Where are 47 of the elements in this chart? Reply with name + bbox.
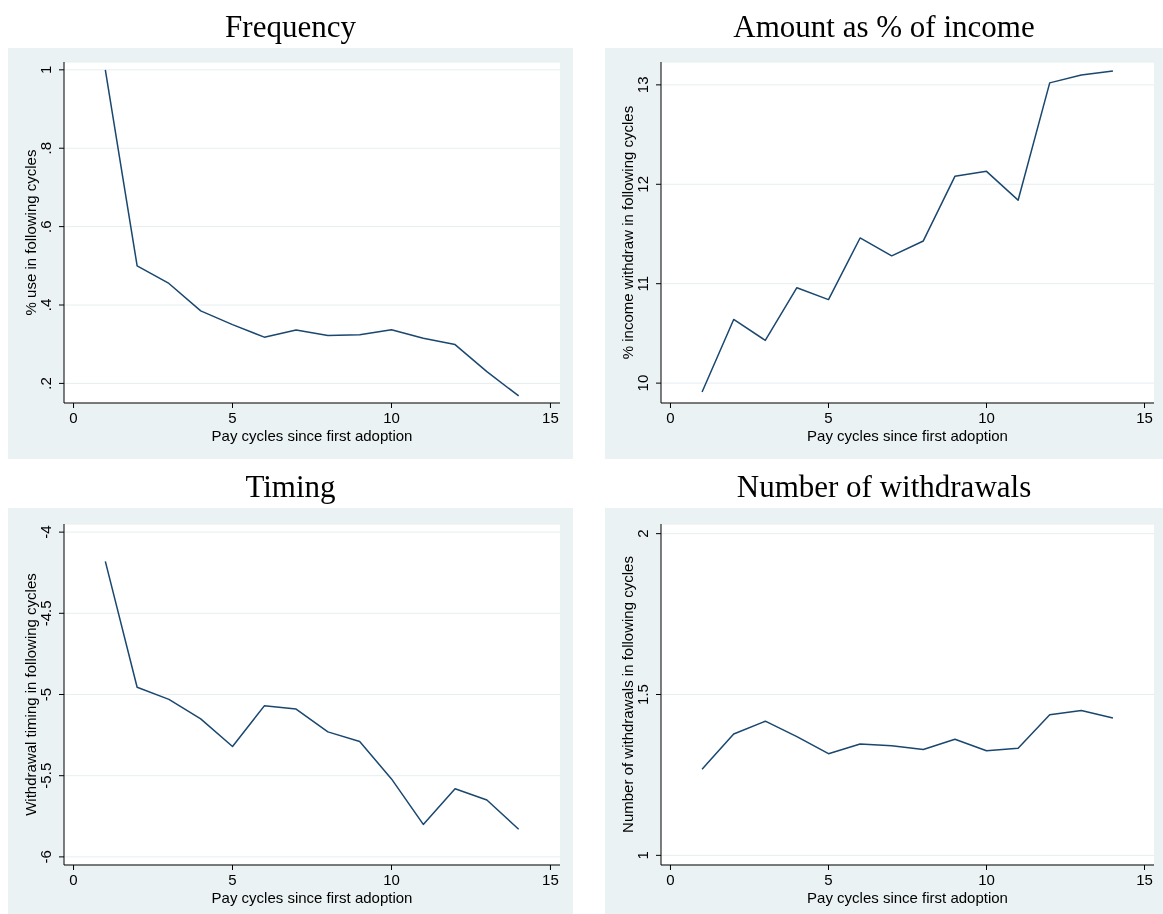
y-tick-label: 1.5 (634, 684, 652, 705)
x-tick-label: 0 (666, 870, 675, 888)
y-tick-label: 12 (634, 175, 652, 193)
chart-title: Number of withdrawals (736, 469, 1032, 504)
y-tick-label: .2 (37, 377, 55, 390)
x-tick-label: 15 (542, 408, 559, 426)
y-axis-title: % use in following cycles (22, 149, 40, 316)
y-tick-label: -4 (37, 525, 55, 539)
line-series (104, 69, 520, 397)
x-tick-label: 15 (1136, 408, 1153, 426)
y-tick-label: 2 (634, 529, 652, 538)
chart-title: Timing (245, 469, 336, 504)
x-tick-label: 5 (228, 870, 237, 888)
chart-title: Frequency (225, 9, 356, 44)
y-tick-label: 10 (634, 374, 652, 392)
line-series (701, 709, 1114, 770)
x-tick-label: 10 (383, 408, 400, 426)
y-axis-title: % income withdraw in following cycles (619, 105, 637, 360)
y-tick-label: 13 (634, 76, 652, 94)
chart-title: Amount as % of income (733, 9, 1035, 44)
y-tick-label: -6 (37, 850, 55, 864)
x-axis-title: Pay cycles since first adoption (807, 427, 1008, 444)
x-tick-label: 0 (666, 408, 675, 426)
x-tick-label: 10 (978, 870, 995, 888)
y-tick-label: 1 (634, 851, 652, 860)
y-tick-label: 11 (634, 275, 652, 292)
x-tick-label: 5 (824, 870, 833, 888)
x-tick-label: 0 (69, 870, 78, 888)
x-axis-title: Pay cycles since first adoption (807, 889, 1008, 906)
y-axis-title: Number of withdrawals in following cycles (619, 556, 637, 833)
x-tick-label: 5 (824, 408, 833, 426)
x-tick-label: 10 (383, 870, 400, 888)
x-tick-label: 15 (542, 870, 559, 888)
y-tick-label: .8 (37, 141, 55, 155)
x-tick-label: 0 (69, 408, 78, 426)
y-tick-label: -5.5 (37, 762, 55, 789)
x-tick-label: 15 (1136, 870, 1153, 888)
y-tick-label: .4 (37, 298, 55, 312)
line-series (104, 560, 520, 831)
x-tick-label: 5 (228, 408, 237, 426)
line-series (701, 70, 1114, 393)
y-axis-title: Withdrawal timing in following cycles (22, 573, 40, 816)
y-tick-label: 1 (37, 65, 55, 75)
x-axis-title: Pay cycles since first adoption (211, 427, 413, 444)
x-tick-label: 10 (978, 408, 995, 426)
x-axis-title: Pay cycles since first adoption (211, 889, 413, 906)
y-tick-label: .6 (37, 220, 55, 233)
